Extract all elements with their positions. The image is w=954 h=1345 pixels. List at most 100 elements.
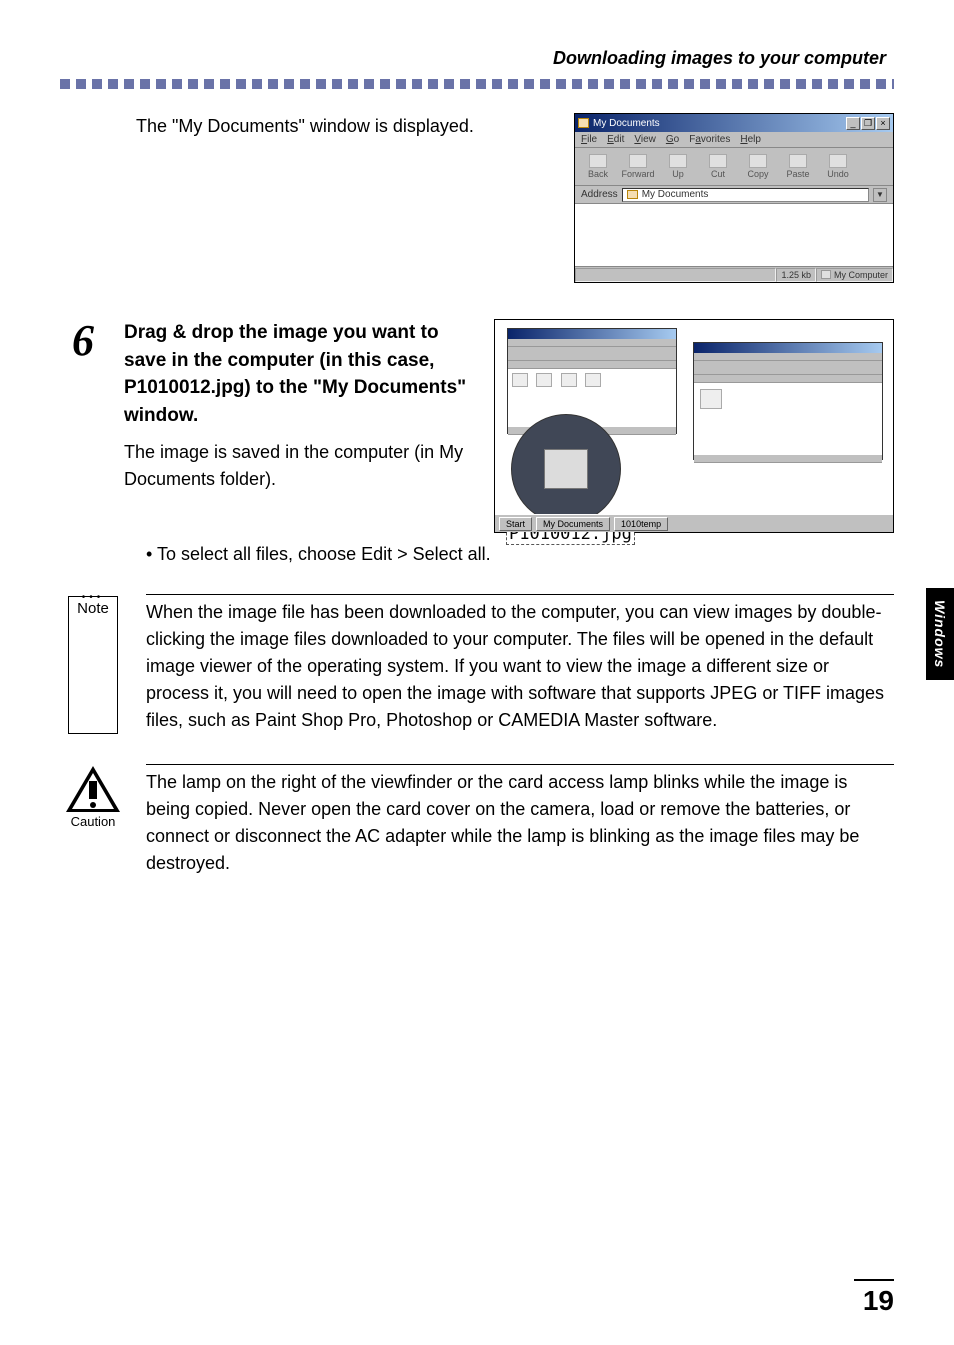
tb-up[interactable]: Up xyxy=(661,154,695,179)
caution-text: The lamp on the right of the viewfinder … xyxy=(146,764,894,877)
mini-toolbar xyxy=(508,347,676,361)
step-number: 6 xyxy=(60,319,106,363)
mini-body xyxy=(508,369,676,427)
folder-icon xyxy=(578,118,589,128)
status-right: My Computer xyxy=(816,268,893,282)
desktop-composite xyxy=(501,326,887,526)
warning-triangle-icon xyxy=(66,766,120,812)
note-icon-column: ••• Note xyxy=(60,594,126,734)
menu-file[interactable]: File xyxy=(581,134,597,145)
explorer-menu: File Edit View Go Favorites Help xyxy=(575,132,893,148)
taskbar-item[interactable]: My Documents xyxy=(536,517,610,531)
menu-go[interactable]: Go xyxy=(666,134,679,145)
side-tab-windows: Windows xyxy=(926,588,954,680)
forward-icon xyxy=(629,154,647,168)
page-header: Downloading images to your computer xyxy=(60,48,894,69)
mini-titlebar xyxy=(694,343,882,353)
address-input[interactable]: My Documents xyxy=(622,188,869,202)
tb-paste[interactable]: Paste xyxy=(781,154,815,179)
menu-favorites[interactable]: Favorites xyxy=(689,134,730,145)
mini-menubar xyxy=(694,353,882,361)
taskbar-item[interactable]: 1010temp xyxy=(614,517,668,531)
note-text: When the image file has been downloaded … xyxy=(146,594,894,734)
tb-paste-label: Paste xyxy=(786,169,809,179)
step-heading: Drag & drop the image you want to save i… xyxy=(124,319,476,429)
caution-icon-column: Caution xyxy=(60,764,126,877)
note-dots: ••• xyxy=(69,595,117,601)
close-button[interactable]: × xyxy=(876,117,890,130)
dropped-file-icon[interactable] xyxy=(700,389,722,409)
menu-edit[interactable]: Edit xyxy=(607,134,624,145)
source-window xyxy=(507,328,677,434)
dest-window xyxy=(693,342,883,460)
paste-icon xyxy=(789,154,807,168)
page-container: Downloading images to your computer The … xyxy=(0,0,954,927)
status-left xyxy=(575,268,776,282)
window-controls: _ ❐ × xyxy=(846,117,890,130)
explorer-content xyxy=(575,204,893,266)
mini-titlebar xyxy=(508,329,676,339)
step-6: 6 Drag & drop the image you want to save… xyxy=(60,319,894,533)
thumb-icon[interactable] xyxy=(585,373,601,387)
tb-cut-label: Cut xyxy=(711,169,725,179)
address-value: My Documents xyxy=(642,189,709,200)
status-mid: 1.25 kb xyxy=(776,268,816,282)
zoom-thumb-icon xyxy=(544,449,588,489)
tb-cut[interactable]: Cut xyxy=(701,154,735,179)
triangle-exclaim-bar xyxy=(89,781,97,799)
computer-icon xyxy=(821,270,831,279)
maximize-button[interactable]: ❐ xyxy=(861,117,875,130)
mini-address xyxy=(694,375,882,383)
thumb-icon[interactable] xyxy=(536,373,552,387)
thumb-icon[interactable] xyxy=(561,373,577,387)
thumb-icon[interactable] xyxy=(512,373,528,387)
undo-icon xyxy=(829,154,847,168)
status-right-label: My Computer xyxy=(834,270,888,280)
page-number: 19 xyxy=(854,1279,894,1317)
back-icon xyxy=(589,154,607,168)
mini-status xyxy=(694,455,882,463)
explorer-window: My Documents _ ❐ × File Edit View Go Fav… xyxy=(574,113,894,283)
titlebar-left: My Documents xyxy=(578,118,660,129)
tb-up-label: Up xyxy=(672,169,684,179)
tb-copy-label: Copy xyxy=(747,169,768,179)
start-button[interactable]: Start xyxy=(499,517,532,531)
mini-toolbar xyxy=(694,361,882,375)
caution-label: Caution xyxy=(71,814,116,829)
zoom-circle xyxy=(511,414,621,524)
mini-menubar xyxy=(508,339,676,347)
tb-copy[interactable]: Copy xyxy=(741,154,775,179)
section-my-documents: The "My Documents" window is displayed. … xyxy=(60,113,894,283)
tb-undo-label: Undo xyxy=(827,169,849,179)
tb-back-label: Back xyxy=(588,169,608,179)
mini-address xyxy=(508,361,676,369)
tb-undo[interactable]: Undo xyxy=(821,154,855,179)
triangle-exclaim-dot xyxy=(90,802,96,808)
caution-block: Caution The lamp on the right of the vie… xyxy=(60,764,894,877)
address-dropdown[interactable]: ▼ xyxy=(873,188,887,202)
step-body: Drag & drop the image you want to save i… xyxy=(124,319,894,533)
taskbar: Start My Documents 1010temp xyxy=(495,514,893,532)
section1-text: The "My Documents" window is displayed. xyxy=(60,113,554,283)
step-paragraph: The image is saved in the computer (in M… xyxy=(124,439,476,493)
note-block: ••• Note When the image file has been do… xyxy=(60,594,894,734)
tb-forward[interactable]: Forward xyxy=(621,154,655,179)
menu-view[interactable]: View xyxy=(634,134,656,145)
note-badge: ••• Note xyxy=(68,596,118,734)
cut-icon xyxy=(709,154,727,168)
explorer-address-bar: Address My Documents ▼ xyxy=(575,186,893,204)
minimize-button[interactable]: _ xyxy=(846,117,860,130)
tb-back[interactable]: Back xyxy=(581,154,615,179)
explorer-title: My Documents xyxy=(593,118,660,129)
explorer-toolbar: Back Forward Up Cut Copy Paste Undo xyxy=(575,148,893,186)
explorer-statusbar: 1.25 kb My Computer xyxy=(575,266,893,282)
menu-help[interactable]: Help xyxy=(740,134,761,145)
caution-icon: Caution xyxy=(66,766,120,877)
copy-icon xyxy=(749,154,767,168)
explorer-titlebar: My Documents _ ❐ × xyxy=(575,114,893,132)
address-label: Address xyxy=(581,189,618,200)
bullet-select-all: • To select all files, choose Edit > Sel… xyxy=(60,541,894,568)
up-icon xyxy=(669,154,687,168)
folder-icon xyxy=(627,190,638,199)
tb-forward-label: Forward xyxy=(621,169,654,179)
